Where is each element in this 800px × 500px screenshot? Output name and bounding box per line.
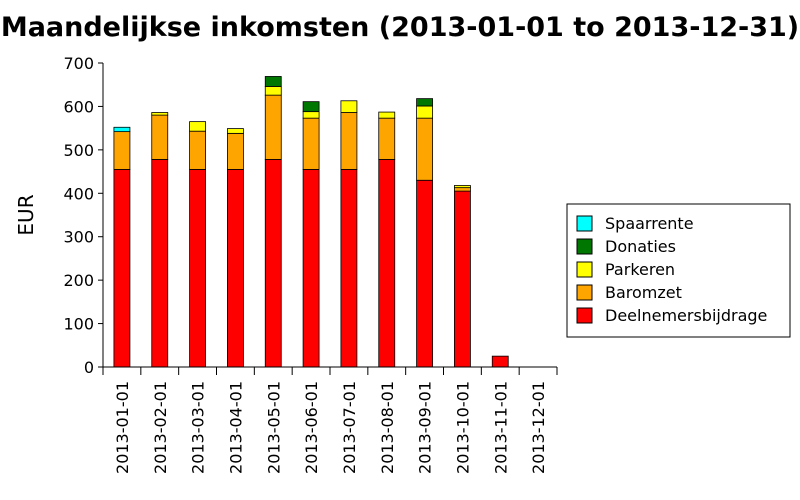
y-tick-label: 400 bbox=[63, 184, 94, 203]
bar-parkeren-2013-04-01 bbox=[227, 128, 244, 134]
bar-baromzet-2013-04-01 bbox=[227, 132, 244, 170]
x-tick-label: 2013-01-01 bbox=[113, 381, 132, 474]
legend-label-parkeren: Parkeren bbox=[605, 260, 675, 279]
bar-deelnemersbijdrage-2013-07-01 bbox=[340, 168, 358, 368]
bar-parkeren-2013-10-01 bbox=[454, 185, 471, 189]
bar-deelnemersbijdrage-2013-09-01 bbox=[416, 179, 433, 368]
bars-group bbox=[113, 76, 509, 368]
bar-deelnemersbijdrage-2013-05-01 bbox=[264, 159, 282, 368]
bar-donaties-2013-06-01 bbox=[302, 101, 320, 113]
y-tick-label: 100 bbox=[63, 315, 94, 334]
x-tick-label: 2013-09-01 bbox=[416, 381, 435, 474]
bar-parkeren-2013-05-01 bbox=[264, 86, 282, 96]
y-tick-label: 700 bbox=[63, 54, 94, 73]
y-tick-label: 0 bbox=[84, 358, 94, 377]
y-axis-label: EUR bbox=[14, 194, 38, 235]
legend-label-spaarrente: Spaarrente bbox=[605, 214, 694, 233]
bar-parkeren-2013-02-01 bbox=[151, 112, 169, 116]
x-tick-label: 2013-04-01 bbox=[226, 381, 245, 474]
legend: Spaarrente Donaties Parkeren Baromzet Deelne… bbox=[566, 203, 791, 338]
bar-baromzet-2013-08-01 bbox=[378, 117, 396, 160]
bar-baromzet-2013-05-01 bbox=[264, 94, 282, 160]
bar-deelnemersbijdrage-2013-11-01 bbox=[491, 355, 509, 368]
x-tick-label: 2013-03-01 bbox=[189, 381, 208, 474]
legend-label-baromzet: Baromzet bbox=[605, 283, 682, 302]
x-tick-label: 2013-12-01 bbox=[529, 381, 548, 474]
bar-deelnemersbijdrage-2013-01-01 bbox=[113, 168, 131, 368]
bar-deelnemersbijdrage-2013-02-01 bbox=[151, 159, 169, 368]
bar-deelnemersbijdrage-2013-06-01 bbox=[302, 168, 320, 368]
legend-label-deelnemersbijdrage: Deelnemersbijdrage bbox=[605, 306, 767, 325]
bar-baromzet-2013-10-01 bbox=[454, 187, 471, 192]
x-tick-label: 2013-07-01 bbox=[340, 381, 359, 474]
bar-parkeren-2013-09-01 bbox=[416, 105, 433, 119]
legend-swatch-deelnemersbijdrage bbox=[576, 307, 593, 324]
y-tick-label: 200 bbox=[63, 271, 94, 290]
bar-spaarrente-2013-01-01 bbox=[113, 126, 131, 133]
bar-deelnemersbijdrage-2013-03-01 bbox=[189, 168, 206, 368]
legend-swatch-donaties bbox=[576, 238, 593, 255]
x-tick-label: 2013-05-01 bbox=[264, 381, 283, 474]
x-tick-label: 2013-02-01 bbox=[151, 381, 170, 474]
bar-parkeren-2013-03-01 bbox=[189, 121, 206, 132]
x-tick-label: 2013-06-01 bbox=[302, 381, 321, 474]
bar-deelnemersbijdrage-2013-10-01 bbox=[454, 190, 471, 368]
bar-parkeren-2013-08-01 bbox=[378, 111, 396, 119]
bar-deelnemersbijdrage-2013-08-01 bbox=[378, 159, 396, 368]
axes-group: 0 100 200 300 400 500 600 700 2013-01-01 2013-02-… bbox=[63, 54, 558, 474]
bar-parkeren-2013-07-01 bbox=[340, 100, 358, 113]
y-tick-label: 600 bbox=[63, 97, 94, 116]
legend-box bbox=[566, 203, 791, 338]
legend-swatch-spaarrente bbox=[576, 215, 593, 232]
bar-deelnemersbijdrage-2013-04-01 bbox=[227, 168, 244, 368]
y-tick-label: 500 bbox=[63, 141, 94, 160]
bar-baromzet-2013-02-01 bbox=[151, 114, 169, 160]
bar-baromzet-2013-01-01 bbox=[113, 131, 131, 170]
legend-swatch-baromzet bbox=[576, 284, 593, 301]
bar-donaties-2013-09-01 bbox=[416, 98, 433, 107]
y-tick-label: 300 bbox=[63, 228, 94, 247]
bar-baromzet-2013-07-01 bbox=[340, 112, 358, 170]
bar-baromzet-2013-09-01 bbox=[416, 117, 433, 181]
x-tick-label: 2013-10-01 bbox=[453, 381, 472, 474]
x-tick-label: 2013-11-01 bbox=[491, 381, 510, 474]
bar-donaties-2013-05-01 bbox=[264, 76, 282, 87]
legend-label-donaties: Donaties bbox=[605, 237, 676, 256]
legend-swatch-parkeren bbox=[576, 261, 593, 278]
bar-parkeren-2013-06-01 bbox=[302, 111, 320, 119]
chart-title: Maandelijkse inkomsten (2013-01-01 to 20… bbox=[1, 12, 799, 43]
bar-baromzet-2013-03-01 bbox=[189, 130, 206, 170]
bar-baromzet-2013-06-01 bbox=[302, 117, 320, 170]
x-tick-label: 2013-08-01 bbox=[378, 381, 397, 474]
